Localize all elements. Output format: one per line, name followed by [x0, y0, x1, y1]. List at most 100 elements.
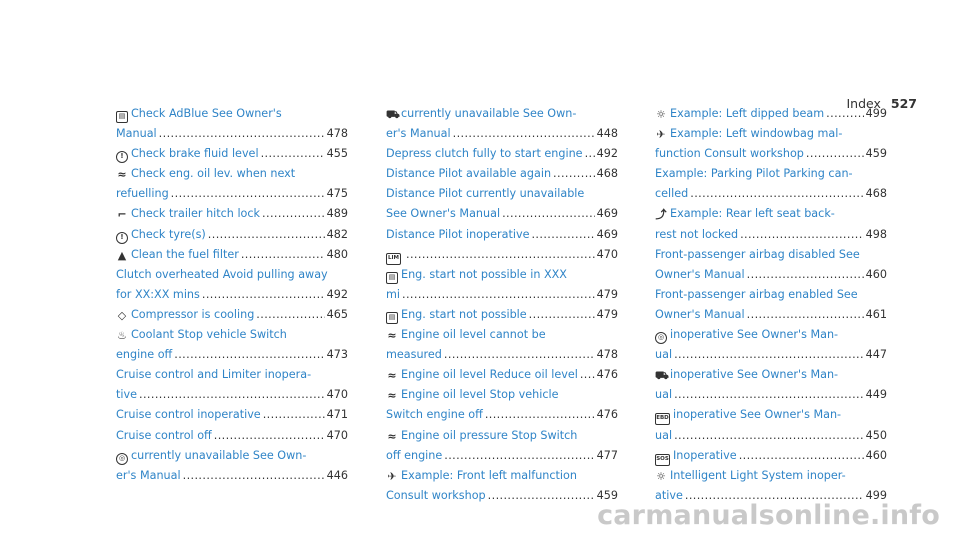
index-entry-text[interactable]: Clean the fuel filter [131, 247, 239, 261]
index-entry-text[interactable]: Check tyre(s) [131, 227, 206, 241]
index-entry-text[interactable]: Front-passenger airbag disabled See [655, 247, 860, 261]
index-entry-text[interactable]: Coolant Stop vehicle Switch [131, 328, 287, 342]
page-reference[interactable]: 499 [865, 488, 887, 502]
index-entry[interactable]: ♨ Coolant Stop vehicle Switch engine off 47… [116, 325, 348, 365]
index-entry[interactable]: ⌐ Check trailer hitch lock 489 [116, 204, 348, 224]
page-reference[interactable]: 449 [865, 388, 887, 402]
page-reference[interactable]: 480 [326, 247, 348, 261]
page-reference[interactable]: 450 [865, 428, 887, 442]
index-entry-text[interactable]: See Owner's Manual [386, 207, 501, 221]
index-entry-text[interactable]: for XX:XX mins [116, 287, 200, 301]
page-reference[interactable]: 475 [326, 187, 348, 201]
page-reference[interactable]: 460 [865, 448, 887, 462]
index-entry[interactable]: ▤Eng. start not possible in XXXmi479 [386, 265, 618, 305]
page-reference[interactable]: 448 [596, 127, 618, 141]
index-entry-text[interactable]: Depress clutch fully to start engine [386, 147, 583, 161]
page-reference[interactable]: 479 [596, 307, 618, 321]
page-reference[interactable]: 476 [596, 368, 618, 382]
index-entry[interactable]: ≈ Engine oil pressure Stop Switch off engi… [386, 426, 618, 466]
page-reference[interactable]: 499 [865, 107, 887, 120]
index-entry[interactable]: Distance Pilot available again 468 [386, 164, 618, 184]
page-reference[interactable]: 447 [865, 348, 887, 362]
index-entry[interactable]: ▤Check AdBlue See Owner's Manual 478 [116, 104, 348, 144]
index-entry[interactable]: Cruise control inoperative 471 [116, 405, 348, 425]
index-entry[interactable]: ☼ Intelligent Light System inoper-ative 49… [655, 466, 887, 506]
page-reference[interactable]: 492 [596, 147, 618, 161]
index-entry[interactable]: Distance Pilot currently unavailable See … [386, 184, 618, 224]
page-reference[interactable]: 461 [865, 307, 887, 321]
index-entry-text[interactable]: Example: Front left malfunction [401, 468, 577, 482]
page-reference[interactable]: 478 [596, 348, 618, 362]
index-entry[interactable]: ▲ Clean the fuel filter 480 [116, 245, 348, 265]
index-entry[interactable]: Front-passenger airbag enabled See Owner'… [655, 285, 887, 325]
page-reference[interactable]: 470 [326, 428, 348, 442]
index-entry-text[interactable]: Distance Pilot available again [386, 167, 552, 181]
index-entry-text[interactable]: Owner's Manual [655, 307, 745, 321]
page-reference[interactable]: 477 [596, 448, 618, 462]
index-entry[interactable]: ◎ currently unavailable See Own-er's Manu… [116, 446, 348, 486]
index-entry-text[interactable]: Compressor is cooling [131, 307, 255, 321]
page-reference[interactable]: 469 [596, 207, 618, 221]
index-entry-text[interactable]: Engine oil level Reduce oil level [401, 368, 578, 382]
page-reference[interactable]: 482 [326, 227, 348, 241]
index-entry-text[interactable]: refuelling [116, 187, 169, 201]
page-reference[interactable]: 459 [596, 488, 618, 502]
index-entry-text[interactable]: rest not locked [655, 227, 739, 241]
page-reference[interactable]: 473 [326, 348, 348, 362]
index-entry[interactable]: Clutch overheated Avoid pulling away for … [116, 265, 348, 305]
index-entry-text[interactable]: ual [655, 428, 673, 442]
index-entry-text[interactable]: Eng. start not possible in XXX [401, 267, 567, 281]
page-reference[interactable]: 479 [596, 287, 618, 301]
index-entry-text[interactable]: celled [655, 187, 689, 201]
index-entry-text[interactable]: er's Manual [386, 127, 451, 141]
index-entry-text[interactable]: mi [386, 287, 401, 301]
index-entry[interactable]: ⤴ Example: Rear left seat back-rest not l… [655, 204, 887, 244]
index-entry[interactable]: Example: Parking Pilot Parking can-celle… [655, 164, 887, 204]
page-reference[interactable]: 470 [596, 247, 618, 261]
page-reference[interactable]: 471 [326, 408, 348, 422]
page-reference[interactable]: 470 [326, 388, 348, 402]
index-entry[interactable]: ▤Eng. start not possible 479 [386, 305, 618, 325]
index-entry[interactable]: ✈ Example: Front left malfunction Consult … [386, 466, 618, 506]
index-entry-text[interactable]: Manual [116, 127, 157, 141]
index-entry[interactable]: Distance Pilot inoperative 469 [386, 225, 618, 245]
index-entry-text[interactable]: Example: Left windowbag mal- [670, 127, 843, 141]
index-entry-text[interactable]: Clutch overheated Avoid pulling away [116, 267, 328, 281]
index-entry-text[interactable]: function Consult workshop [655, 147, 804, 161]
page-reference[interactable]: 476 [596, 408, 618, 422]
index-entry[interactable]: ◇ Compressor is cooling 465 [116, 305, 348, 325]
index-entry[interactable]: !Check tyre(s) 482 [116, 225, 348, 245]
index-entry-text[interactable]: Example: Left dipped beam [670, 107, 825, 120]
index-entry-text[interactable]: inoperative See Owner's Man- [673, 408, 842, 422]
index-entry[interactable]: ≈ Engine oil level Stop vehicle Switch eng… [386, 385, 618, 425]
page-reference[interactable]: 460 [865, 267, 887, 281]
page-reference[interactable]: 455 [326, 147, 348, 161]
index-entry-text[interactable]: Check eng. oil lev. when next [131, 167, 296, 181]
index-entry-text[interactable]: Consult workshop [386, 488, 486, 502]
index-entry-text[interactable]: Switch engine off [386, 408, 483, 422]
index-entry-text[interactable]: Check trailer hitch lock [131, 207, 261, 221]
index-entry-text[interactable]: ual [655, 388, 673, 402]
index-entry-text[interactable]: Distance Pilot inoperative [386, 227, 530, 241]
index-entry-text[interactable]: Inoperative [673, 448, 737, 462]
index-entry-text[interactable]: tive [116, 388, 137, 402]
index-entry-text[interactable]: er's Manual [116, 468, 181, 482]
index-entry-text[interactable]: Distance Pilot currently unavailable [386, 187, 585, 201]
index-entry-text[interactable]: Cruise control off [116, 428, 212, 442]
page-reference[interactable]: 468 [865, 187, 887, 201]
index-entry[interactable]: ◎inoperative See Owner's Man-ual 447 [655, 325, 887, 365]
page-reference[interactable]: 468 [596, 167, 618, 181]
index-entry-text[interactable]: Engine oil level cannot be [401, 328, 546, 342]
index-entry[interactable]: ≈ Engine oil level cannot be measured 478 [386, 325, 618, 365]
page-reference[interactable]: 469 [596, 227, 618, 241]
index-entry[interactable]: ≈ Engine oil level Reduce oil level 476 [386, 365, 618, 385]
page-reference[interactable]: 459 [865, 147, 887, 161]
index-entry-text[interactable]: inoperative See Owner's Man- [670, 368, 839, 382]
page-reference[interactable]: 498 [865, 227, 887, 241]
index-entry[interactable]: Front-passenger airbag disabled See Owner… [655, 245, 887, 285]
index-entry[interactable]: Depress clutch fully to start engine 492 [386, 144, 618, 164]
index-entry[interactable]: ⛟ currently unavailable See Own-er's Manu… [386, 104, 618, 144]
index-entry-text[interactable]: engine off [116, 348, 173, 362]
index-entry-text[interactable]: Engine oil pressure Stop Switch [401, 428, 578, 442]
